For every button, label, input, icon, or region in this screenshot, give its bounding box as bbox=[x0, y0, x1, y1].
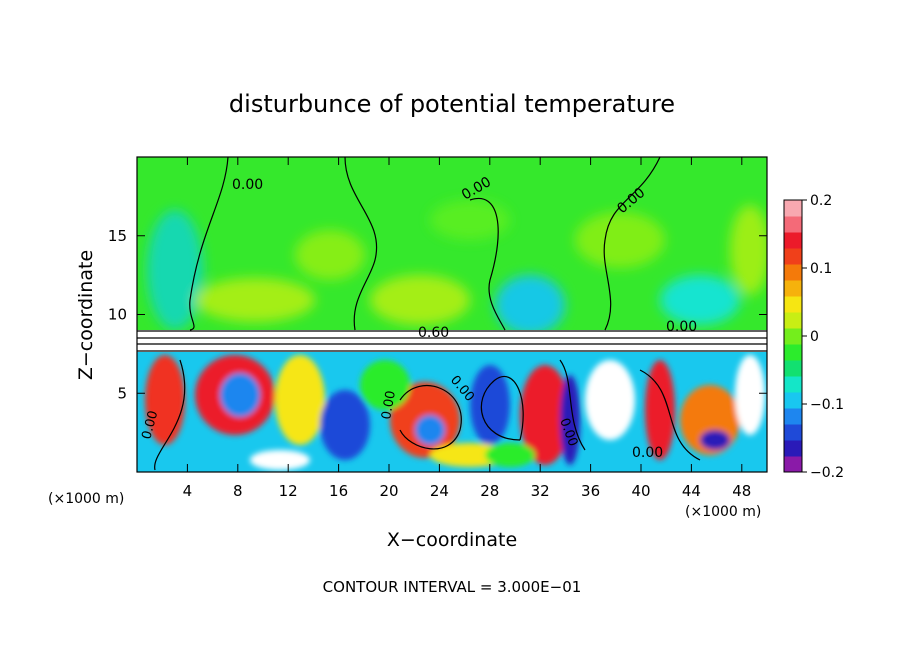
colorbar-swatch bbox=[784, 344, 802, 361]
x-axis: 4 8 12 16 20 24 28 32 36 40 44 48 bbox=[183, 157, 751, 500]
x-tick-label: 8 bbox=[233, 482, 243, 500]
x-tick-label: 4 bbox=[183, 482, 193, 500]
colorbar bbox=[783, 199, 803, 473]
y-axis: 5 10 15 bbox=[108, 227, 767, 402]
contour-label: 0.00 bbox=[379, 390, 399, 421]
x-tick-label: 36 bbox=[581, 482, 600, 500]
colorbar-swatch bbox=[784, 216, 802, 233]
x-tick-label: 20 bbox=[379, 482, 398, 500]
y-axis-label: Z−coordinate bbox=[75, 250, 97, 380]
contour-label: 0.00 bbox=[139, 409, 161, 441]
colorbar-swatch bbox=[784, 328, 802, 345]
colorbar-tick-label: 0.1 bbox=[810, 261, 832, 277]
chart-title: disturbunce of potential temperature bbox=[229, 90, 675, 118]
colorbar-tick-label: 0 bbox=[810, 329, 819, 345]
x-tick-label: 16 bbox=[329, 482, 348, 500]
colorbar-tick-label: 0.2 bbox=[810, 193, 832, 209]
plot-area bbox=[137, 157, 767, 472]
contour-label: 0.00 bbox=[666, 319, 697, 335]
x-axis-label: X−coordinate bbox=[387, 529, 517, 551]
contour-label: 0.60 bbox=[418, 325, 449, 341]
colorbar-swatch bbox=[784, 456, 802, 473]
y-tick-label: 15 bbox=[108, 227, 127, 245]
colorbar-swatch bbox=[784, 408, 802, 425]
colorbar-swatch bbox=[784, 200, 802, 217]
contour-lines bbox=[137, 157, 767, 471]
colorbar-tick-label: −0.2 bbox=[810, 465, 844, 481]
x-tick-label: 32 bbox=[531, 482, 550, 500]
colorbar-swatch bbox=[784, 280, 802, 297]
x-unit-label-right: (×1000 m) bbox=[685, 504, 761, 520]
colorbar-swatch bbox=[784, 440, 802, 457]
colorbar-swatch bbox=[784, 312, 802, 329]
colorbar-swatch bbox=[784, 232, 802, 249]
colorbar-swatch bbox=[784, 248, 802, 265]
colorbar-swatch bbox=[784, 376, 802, 393]
contour-interval-note: CONTOUR INTERVAL = 3.000E−01 bbox=[323, 578, 582, 596]
x-tick-label: 44 bbox=[682, 482, 701, 500]
colorbar-swatch bbox=[784, 264, 802, 281]
contour-label: 0.00 bbox=[632, 445, 663, 461]
x-unit-label-left: (×1000 m) bbox=[48, 491, 124, 507]
x-tick-label: 12 bbox=[279, 482, 298, 500]
upper-field-patches bbox=[147, 200, 767, 335]
colorbar-swatch bbox=[784, 424, 802, 441]
x-tick-label: 40 bbox=[631, 482, 650, 500]
x-tick-label: 24 bbox=[430, 482, 449, 500]
colorbar-swatch bbox=[784, 392, 802, 409]
x-tick-label: 28 bbox=[480, 482, 499, 500]
y-tick-label: 10 bbox=[108, 306, 127, 324]
colorbar-ticks: 0.2 0.1 0 −0.1 −0.2 bbox=[802, 193, 844, 481]
inversion-band bbox=[137, 330, 767, 352]
colorbar-tick-label: −0.1 bbox=[810, 397, 844, 413]
y-tick-label: 5 bbox=[117, 384, 127, 402]
contour-label: 0.00 bbox=[232, 177, 263, 193]
colorbar-swatch bbox=[784, 296, 802, 313]
colorbar-swatch bbox=[784, 360, 802, 377]
x-tick-label: 48 bbox=[732, 482, 751, 500]
